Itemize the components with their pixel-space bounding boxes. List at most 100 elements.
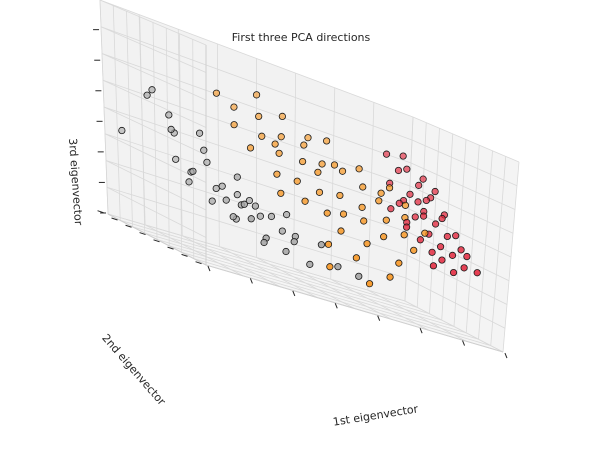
data-point-series-0 [282,211,291,219]
y-tick [153,239,160,243]
data-point-series-1 [363,240,371,248]
data-point-series-0 [148,86,156,94]
y-axis-edge [107,213,207,266]
data-point-series-2 [422,196,430,205]
data-point-series-1 [246,144,255,152]
data-point-series-1 [358,203,366,211]
data-point-series-2 [394,166,403,175]
data-point-series-2 [406,190,414,198]
x-axis-edge [205,264,504,353]
data-point-series-1 [352,254,360,262]
grid-line [107,213,406,302]
data-point-series-0 [195,129,204,137]
data-point-series-2 [449,268,458,277]
data-point-series-2 [438,214,446,223]
data-point-series-2 [402,223,411,231]
data-point-series-1 [355,165,363,173]
data-point-series-0 [172,155,180,163]
data-point-series-1 [337,227,345,235]
grid-line [132,226,430,315]
grid-line [144,232,442,321]
data-point-series-1 [304,134,312,142]
grid-line [99,0,414,118]
grid-line [101,53,207,101]
data-point-series-1 [258,132,266,140]
data-point-series-1 [273,170,281,178]
grid-line [112,5,121,221]
data-point-series-2 [448,251,457,259]
grid-line [101,53,412,164]
data-point-series-0 [229,213,237,221]
data-points [118,86,481,288]
data-point-series-2 [419,175,427,183]
data-point-series-2 [395,199,403,207]
data-point-series-2 [419,212,428,220]
data-point-series-0 [251,202,259,210]
data-point-series-0 [167,125,175,133]
data-point-series-2 [429,262,438,270]
x-tick [334,303,338,309]
data-point-series-1 [271,140,279,148]
data-point-series-1 [401,201,410,209]
grid-line [103,106,207,156]
data-point-series-0 [256,212,264,220]
y-tick [139,232,146,236]
y-tick [97,210,104,214]
grid-line [441,133,454,321]
y-tick [181,253,188,257]
x-tick [377,315,381,321]
axis-edges [107,45,504,353]
data-point-series-1 [380,233,388,241]
data-point-series-1 [336,191,344,200]
data-point-series-0 [355,272,363,280]
data-point-series-1 [324,240,333,248]
data-point-series-1 [382,216,390,224]
y-tick [125,224,132,228]
data-point-series-0 [247,215,255,223]
data-point-series-2 [411,213,419,221]
data-point-series-1 [410,246,418,254]
y-tick [167,246,174,250]
data-point-series-2 [382,150,391,158]
data-point-series-2 [431,187,439,196]
data-point-series-0 [233,173,241,181]
data-point-series-0 [290,238,298,246]
data-point-series-1 [365,280,374,288]
data-point-series-1 [386,273,394,281]
data-point-series-1 [339,210,348,218]
data-point-series-2 [438,256,446,264]
data-point-series-0 [165,111,173,119]
data-point-series-2 [457,246,465,254]
data-point-series-1 [277,133,285,141]
data-point-series-1 [395,259,403,267]
data-point-series-0 [278,227,286,235]
grid-line [120,219,418,308]
data-point-series-0 [306,260,314,268]
grid-line [404,116,414,302]
data-point-series-0 [203,158,211,166]
axis-ticks [93,29,508,359]
grid-line [410,162,516,210]
data-point-series-1 [252,91,261,99]
data-point-series-1 [275,149,283,157]
chart-title: First three PCA directions [232,31,371,44]
grid-line [100,26,413,141]
data-point-series-1 [323,209,331,217]
y-tick [195,261,202,265]
grid-line [100,26,207,73]
grid-line [330,278,429,331]
data-point-series-1 [301,197,309,205]
data-point-series-1 [278,112,286,120]
data-point-series-1 [360,217,368,225]
x-tick [249,278,253,284]
data-point-series-0 [260,238,268,247]
data-point-series-1 [277,189,285,197]
x-tick [292,290,296,297]
data-point-series-1 [314,168,322,176]
data-point-series-0 [143,91,151,99]
data-point-series-0 [212,184,220,193]
data-point-series-0 [245,196,253,205]
x-axis-label: 1st eigenvector [332,402,419,428]
data-point-series-0 [118,126,126,135]
data-point-series-2 [416,236,424,244]
